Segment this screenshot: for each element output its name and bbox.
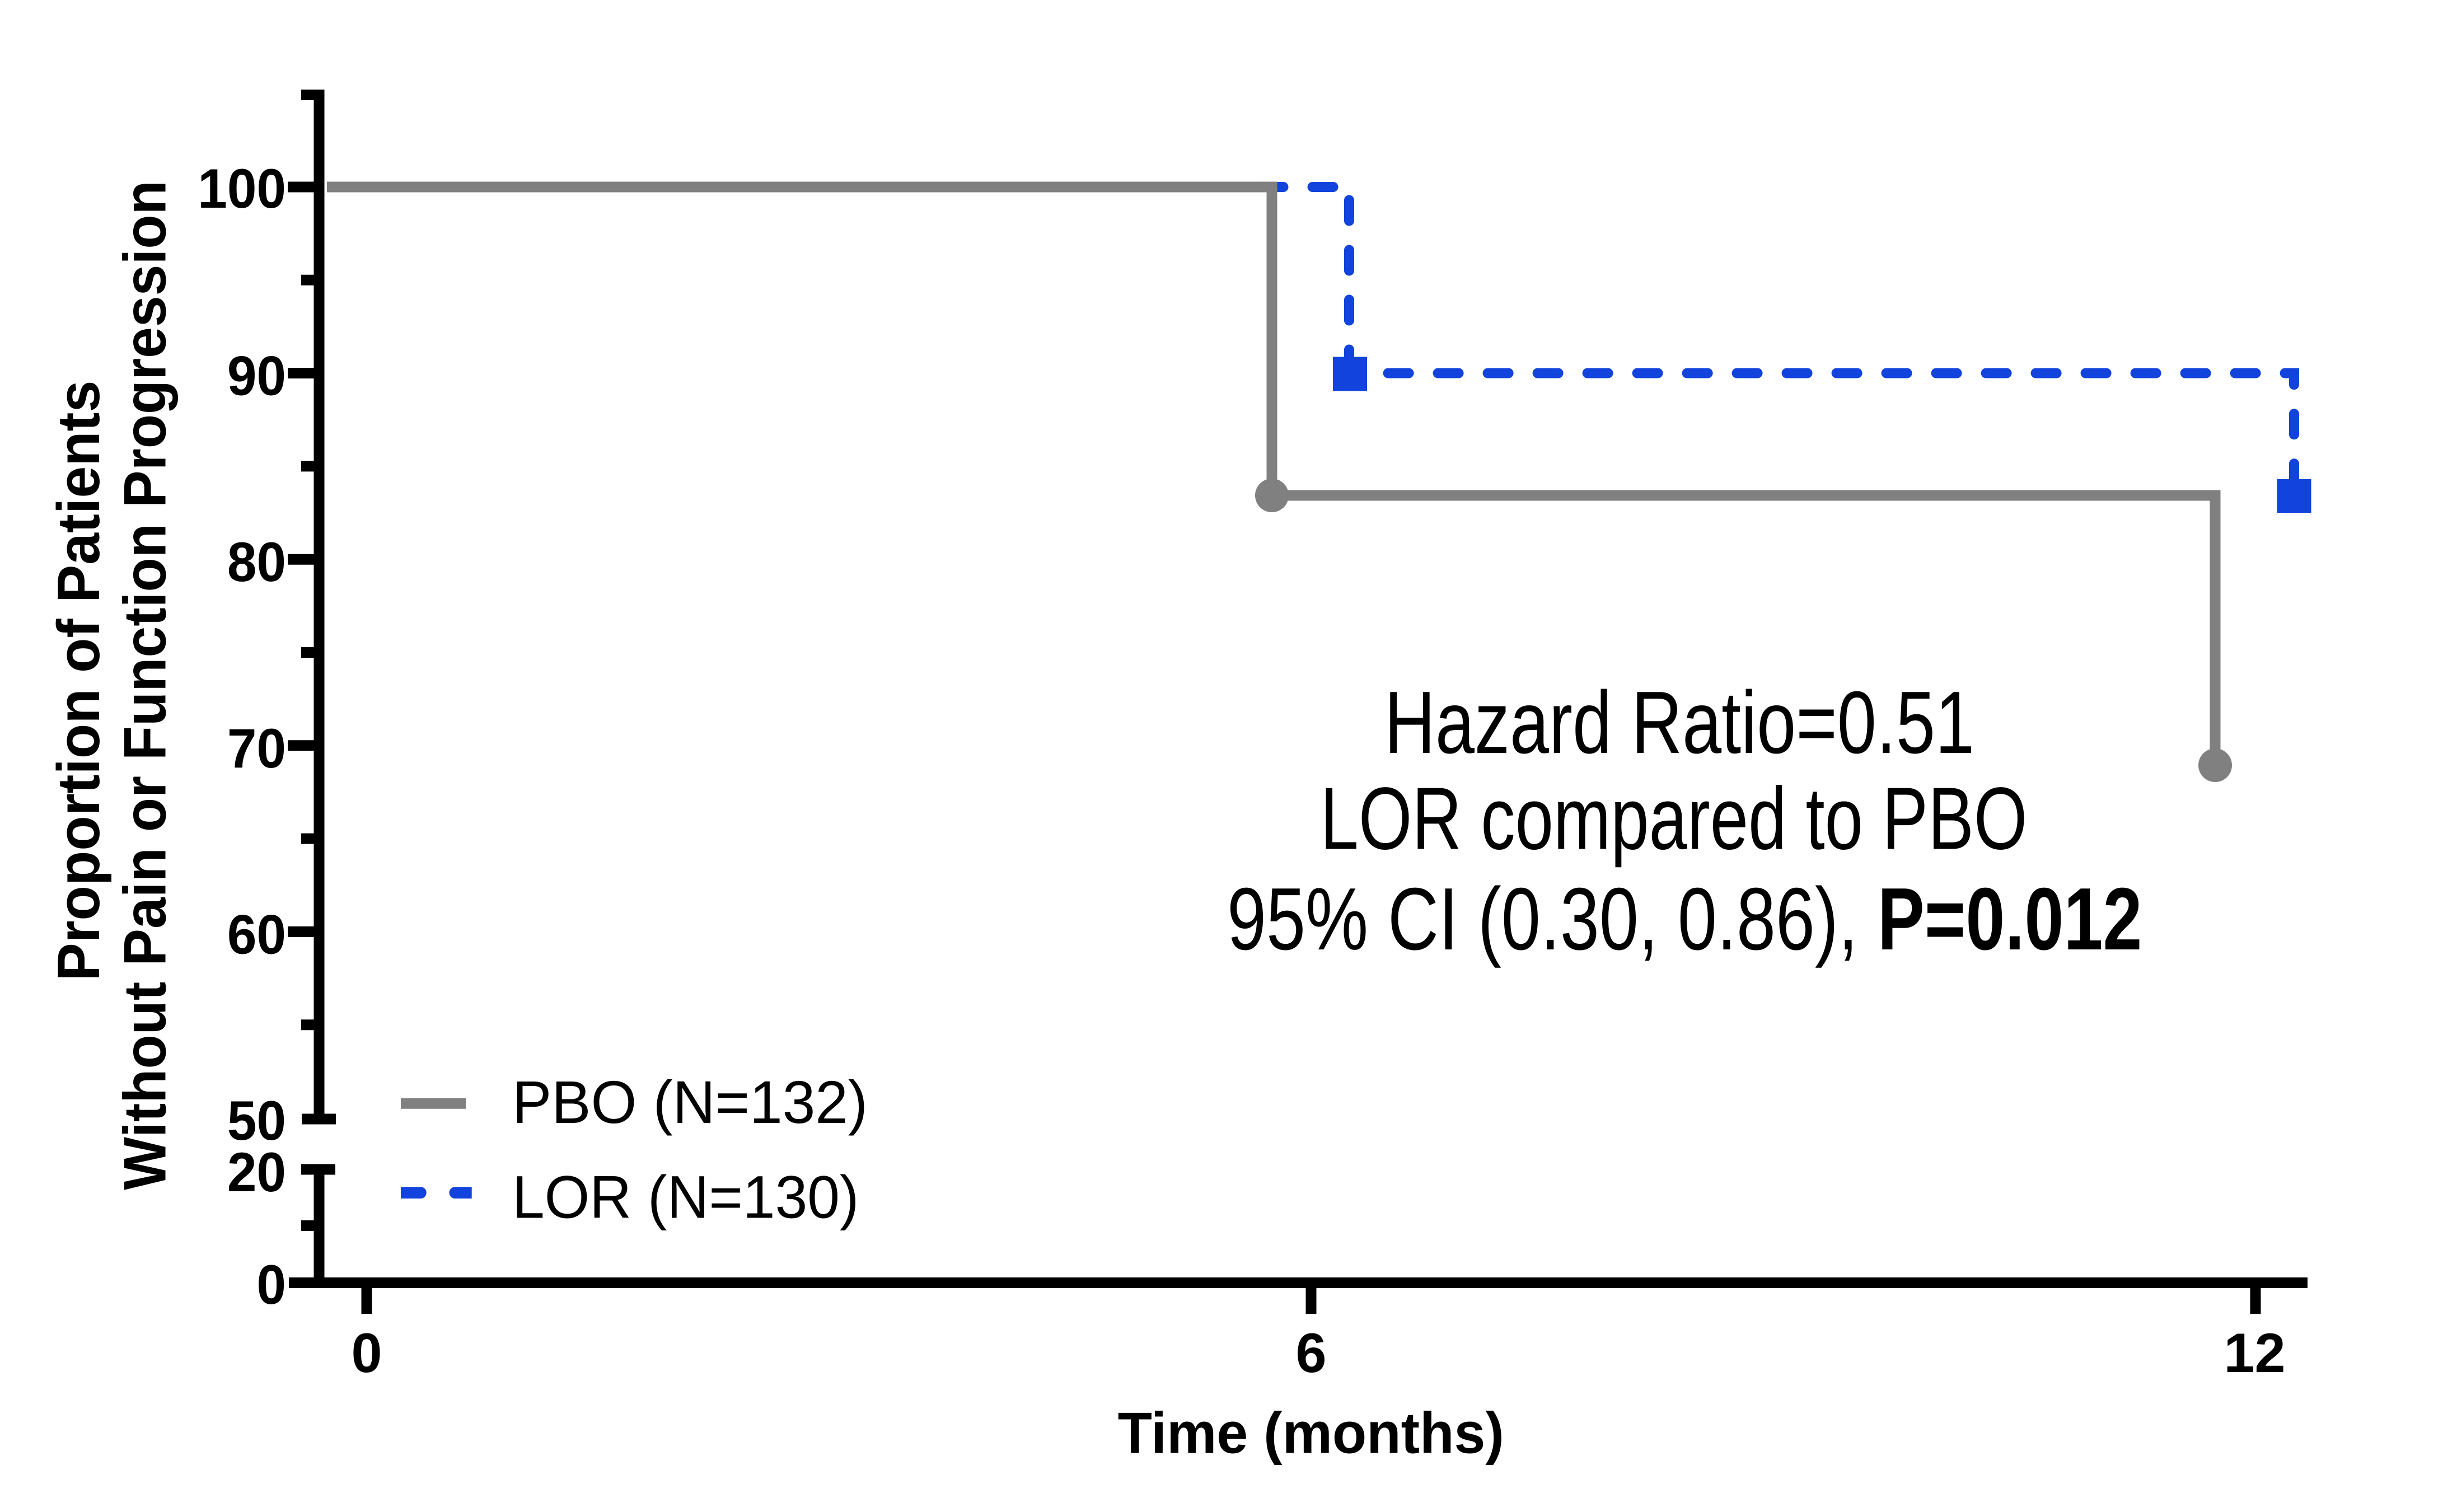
svg-text:100: 100 bbox=[198, 157, 286, 219]
svg-text:80: 80 bbox=[227, 531, 286, 593]
svg-text:Proportion of Patients: Proportion of Patients bbox=[45, 381, 113, 981]
svg-text:Hazard Ratio=0.51: Hazard Ratio=0.51 bbox=[1384, 673, 1974, 772]
svg-text:Without Pain or Function Progr: Without Pain or Function Progression bbox=[111, 180, 178, 1190]
svg-text:20: 20 bbox=[227, 1141, 286, 1203]
svg-text:LOR compared to PBO: LOR compared to PBO bbox=[1321, 769, 2028, 868]
svg-text:0: 0 bbox=[256, 1253, 286, 1316]
svg-text:PBO (N=132): PBO (N=132) bbox=[512, 1068, 868, 1136]
svg-text:Time (months): Time (months) bbox=[1118, 1400, 1504, 1466]
svg-text:90: 90 bbox=[227, 345, 286, 407]
svg-text:70: 70 bbox=[227, 717, 286, 779]
svg-text:12: 12 bbox=[2224, 1322, 2285, 1384]
svg-text:50: 50 bbox=[227, 1089, 286, 1151]
svg-text:95% CI (0.30, 0.86), P=0.012: 95% CI (0.30, 0.86), P=0.012 bbox=[1227, 870, 2142, 968]
svg-text:6: 6 bbox=[1295, 1322, 1326, 1384]
svg-text:0: 0 bbox=[351, 1322, 382, 1384]
svg-text:60: 60 bbox=[227, 903, 286, 965]
svg-text:LOR (N=130): LOR (N=130) bbox=[512, 1164, 859, 1231]
